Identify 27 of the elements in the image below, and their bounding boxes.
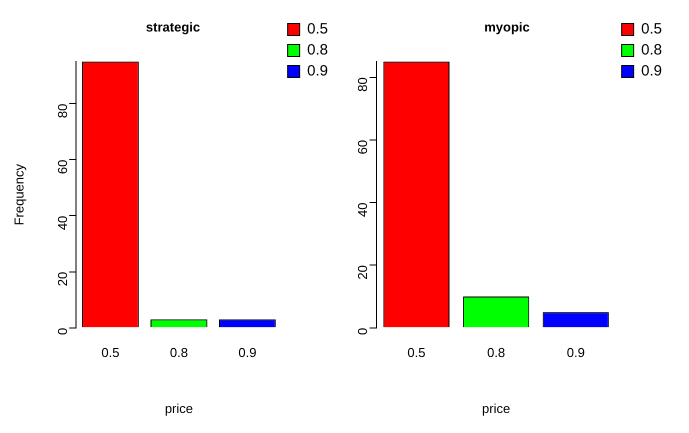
y-tick-label: 80 xyxy=(355,77,370,92)
y-tick-label: 60 xyxy=(355,140,370,154)
y-tick-label: 60 xyxy=(54,160,70,174)
chart-title: myopic xyxy=(484,19,530,34)
x-axis-title: price xyxy=(164,400,194,416)
legend-label: 0.8 xyxy=(641,42,662,59)
legend-label: 0.9 xyxy=(641,62,662,80)
x-tick-label: 0.9 xyxy=(238,345,256,360)
y-tick-label: 40 xyxy=(54,216,70,230)
y-tick-label: 20 xyxy=(355,265,370,280)
x-tick-label: 0.8 xyxy=(170,345,188,360)
y-axis-title: Frequency xyxy=(11,163,26,226)
y-tick-label: 0 xyxy=(355,328,370,336)
y-tick-label: 20 xyxy=(54,272,70,286)
y-tick-label: 0 xyxy=(54,328,70,336)
y-tick-label: 80 xyxy=(54,104,70,118)
x-axis-title: price xyxy=(482,400,510,416)
legend-label: 0.5 xyxy=(641,20,662,38)
x-tick-label: 0.5 xyxy=(101,345,120,360)
x-tick-label: 0.5 xyxy=(407,345,426,360)
chart-title: strategic xyxy=(146,19,200,34)
x-tick-label: 0.9 xyxy=(566,345,585,360)
legend-label: 0.8 xyxy=(307,42,328,59)
legend-label: 0.5 xyxy=(307,20,328,38)
x-tick-label: 0.8 xyxy=(487,345,506,360)
legend-label: 0.9 xyxy=(307,62,328,80)
y-tick-label: 40 xyxy=(355,202,370,217)
